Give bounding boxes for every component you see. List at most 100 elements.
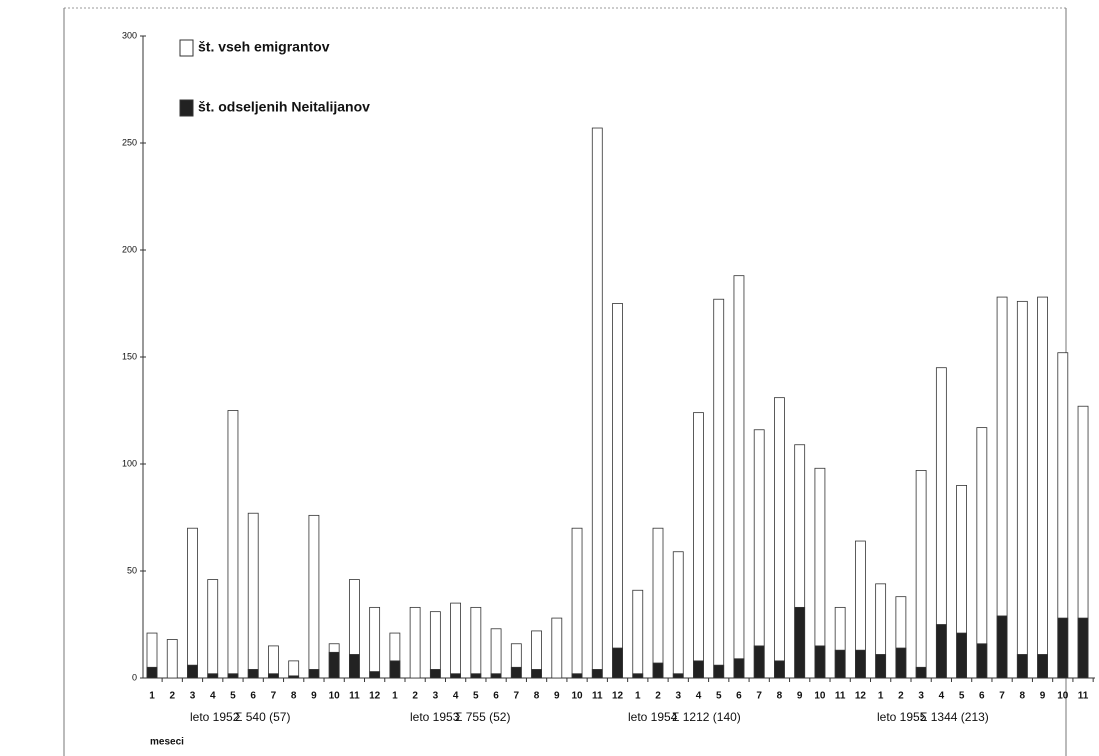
bar <box>774 660 785 679</box>
bar <box>693 412 704 679</box>
x-tick-label: 7 <box>514 691 520 702</box>
bar <box>490 673 502 679</box>
x-axis-label: meseci <box>150 737 184 748</box>
bar <box>470 673 482 679</box>
bar <box>450 673 462 679</box>
bar <box>369 671 381 679</box>
y-tick-label: 150 <box>122 351 137 361</box>
bar <box>693 660 704 679</box>
bar <box>551 617 563 679</box>
bar <box>288 675 300 679</box>
x-tick-label: 9 <box>554 691 560 702</box>
legend-label: št. vseh emigrantov <box>198 39 330 55</box>
bar <box>794 606 806 679</box>
y-tick-label: 50 <box>127 565 137 575</box>
bar <box>409 606 421 679</box>
bar <box>855 649 866 679</box>
bar <box>369 606 381 679</box>
legend-swatch <box>179 99 194 117</box>
x-tick-label: 2 <box>655 691 661 702</box>
bar <box>247 669 259 679</box>
bar <box>268 673 279 679</box>
x-tick-label: 9 <box>1040 691 1046 702</box>
bar <box>1016 654 1028 679</box>
x-tick-label: 6 <box>736 691 742 702</box>
bar <box>915 470 927 679</box>
bar <box>1037 296 1048 679</box>
x-tick-label: 4 <box>939 691 945 702</box>
x-tick-label: 11 <box>349 691 360 702</box>
x-tick-label: 9 <box>311 691 317 702</box>
bar <box>268 645 279 679</box>
x-tick-label: 2 <box>898 691 904 702</box>
bar <box>632 673 644 679</box>
x-tick-label: 2 <box>169 691 175 702</box>
bar <box>207 579 219 679</box>
x-tick-label: 7 <box>999 691 1005 702</box>
bar <box>227 410 239 679</box>
bar <box>652 662 664 679</box>
legend-label: št. odseljenih Neitalijanov <box>198 99 370 115</box>
bar <box>612 647 623 679</box>
bar <box>288 660 300 679</box>
x-tick-label: 3 <box>675 691 681 702</box>
y-tick-label: 0 <box>132 672 137 682</box>
x-tick-label: 5 <box>716 691 722 702</box>
bar <box>834 649 846 679</box>
bar <box>672 551 684 679</box>
x-tick-label: 10 <box>814 691 826 702</box>
x-tick-label: 2 <box>412 691 418 702</box>
bar <box>956 632 967 679</box>
bar <box>733 275 745 679</box>
x-tick-label: 6 <box>493 691 499 702</box>
x-tick-label: 12 <box>369 691 381 702</box>
bar <box>308 514 320 679</box>
x-tick-label: 4 <box>210 691 216 702</box>
bar <box>733 658 745 679</box>
x-tick-label: 6 <box>250 691 256 702</box>
bar <box>571 673 583 679</box>
bar <box>753 429 765 679</box>
y-tick-label: 200 <box>122 244 137 254</box>
annotation: leto 1954 <box>628 710 678 724</box>
x-tick-label: 1 <box>392 691 398 702</box>
x-tick-label: 10 <box>571 691 583 702</box>
x-tick-label: 8 <box>534 691 540 702</box>
bar <box>328 651 340 679</box>
bar <box>1037 654 1048 679</box>
x-tick-label: 8 <box>1020 691 1026 702</box>
x-tick-label: 9 <box>797 691 803 702</box>
bar <box>146 666 158 679</box>
bar <box>1057 617 1069 679</box>
bar <box>591 669 603 679</box>
bar <box>814 645 826 679</box>
annotation: Σ 1344 (213) <box>920 710 989 724</box>
annotation: leto 1955 <box>877 710 927 724</box>
x-tick-label: 1 <box>635 691 641 702</box>
bar <box>976 643 988 679</box>
bar <box>915 666 927 679</box>
bar <box>510 666 522 679</box>
x-tick-label: 12 <box>612 691 624 702</box>
annotation: Σ 540 (57) <box>235 710 290 724</box>
x-tick-label: 5 <box>473 691 479 702</box>
bar <box>652 527 664 679</box>
bar <box>976 427 988 679</box>
bar <box>632 589 644 679</box>
x-tick-label: 3 <box>433 691 439 702</box>
bar <box>490 628 502 679</box>
bar <box>429 611 441 679</box>
bar <box>753 645 765 679</box>
bar <box>875 654 887 679</box>
bar <box>895 647 907 679</box>
bar <box>571 527 583 679</box>
x-tick-label: 5 <box>230 691 236 702</box>
bar <box>713 298 725 679</box>
bar <box>187 527 198 679</box>
y-tick-label: 100 <box>122 458 137 468</box>
x-tick-label: 7 <box>271 691 277 702</box>
bar <box>996 615 1008 679</box>
bar <box>207 673 219 679</box>
y-tick-label: 300 <box>122 30 137 40</box>
